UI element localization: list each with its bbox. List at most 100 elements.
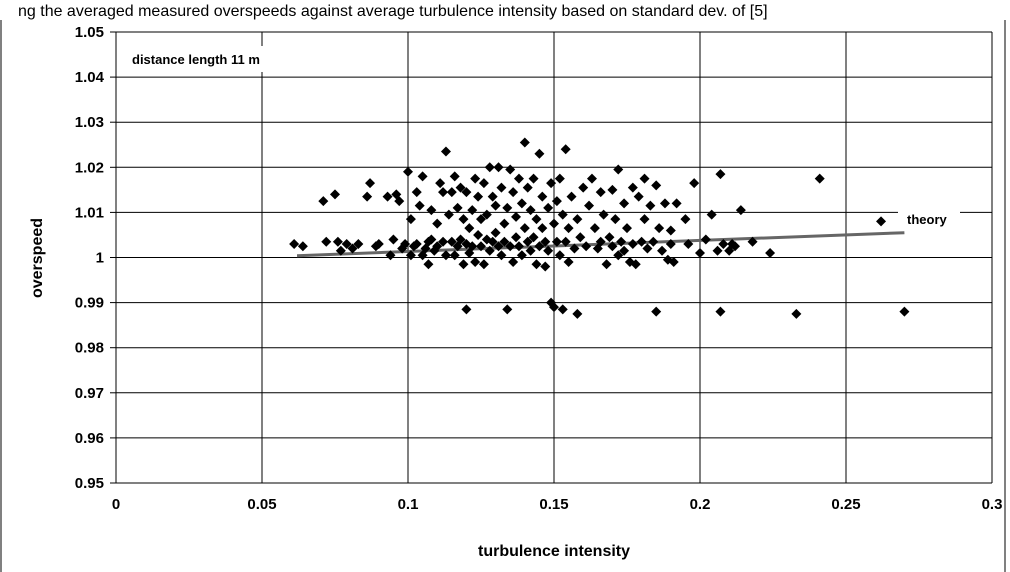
data-point: [470, 257, 481, 268]
data-point: [689, 178, 700, 189]
data-point: [557, 304, 568, 315]
data-point: [487, 191, 498, 202]
x-tick-label: 0.25: [831, 496, 860, 513]
data-point: [531, 259, 542, 270]
data-point: [499, 236, 510, 247]
data-point: [581, 241, 592, 252]
data-point: [502, 202, 513, 213]
data-point: [502, 304, 513, 315]
data-point: [551, 236, 562, 247]
data-point: [481, 209, 492, 220]
data-point: [584, 200, 595, 211]
data-point: [426, 205, 437, 216]
data-point: [438, 236, 449, 247]
data-point: [525, 205, 536, 216]
data-point: [382, 191, 393, 202]
data-point: [297, 241, 308, 252]
data-point: [470, 173, 481, 184]
data-point: [435, 178, 446, 189]
data-point: [318, 196, 329, 207]
data-point: [405, 214, 416, 225]
data-point: [543, 202, 554, 213]
data-point: [668, 257, 679, 268]
data-point: [671, 198, 682, 209]
data-point: [496, 250, 507, 261]
data-point: [540, 236, 551, 247]
data-point: [665, 225, 676, 236]
inset-label-box: [122, 46, 310, 72]
data-point: [473, 229, 484, 240]
data-point: [537, 223, 548, 234]
data-point: [452, 202, 463, 213]
data-point: [458, 214, 469, 225]
data-point: [639, 214, 650, 225]
data-point: [765, 247, 776, 258]
data-point: [589, 223, 600, 234]
x-tick-label: 0.05: [247, 496, 276, 513]
data-point: [651, 306, 662, 317]
data-point: [715, 169, 726, 180]
y-axis-title: overspeed: [29, 218, 46, 298]
data-point: [499, 218, 510, 229]
y-tick-label: 0.99: [75, 295, 104, 312]
y-tick-label: 1.03: [75, 114, 104, 131]
data-point: [508, 187, 519, 198]
data-point: [449, 250, 460, 261]
data-point: [730, 241, 741, 252]
y-tick-labels: 0.95 0.96 0.97 0.98 0.99 1 1.01 1.02 1.03 1.04 1.0…: [75, 24, 105, 492]
data-point: [528, 232, 539, 243]
theory-label: theory: [907, 212, 948, 227]
data-point: [627, 182, 638, 193]
data-point: [341, 238, 352, 249]
data-point: [417, 171, 428, 182]
data-point: [516, 250, 527, 261]
data-point: [607, 184, 618, 195]
data-point: [551, 196, 562, 207]
data-point: [540, 261, 551, 272]
data-point: [700, 234, 711, 245]
data-point: [440, 146, 451, 157]
data-point: [455, 182, 466, 193]
data-point: [505, 164, 516, 175]
data-point: [665, 238, 676, 249]
data-point: [546, 178, 557, 189]
y-tick-label: 0.98: [75, 340, 104, 357]
data-point: [458, 259, 469, 270]
data-point: [353, 238, 364, 249]
data-point: [335, 245, 346, 256]
data-point: [513, 173, 524, 184]
data-point: [531, 214, 542, 225]
data-point: [478, 178, 489, 189]
y-tick-label: 0.97: [75, 385, 104, 402]
data-point: [534, 241, 545, 252]
data-point: [627, 238, 638, 249]
data-point: [332, 236, 343, 247]
data-point: [549, 218, 559, 229]
data-point: [554, 173, 565, 184]
data-point: [636, 236, 647, 247]
data-point: [528, 173, 539, 184]
data-point: [365, 178, 376, 189]
data-point: [642, 243, 653, 254]
data-point: [680, 214, 691, 225]
data-point: [513, 241, 524, 252]
data-point: [394, 196, 405, 207]
data-points: [289, 137, 910, 319]
data-point: [484, 162, 495, 173]
y-tick-label: 1: [96, 250, 104, 267]
data-point: [478, 259, 489, 270]
data-point: [645, 200, 656, 211]
grid-lines: [110, 31, 993, 484]
data-point: [426, 234, 437, 245]
data-point: [578, 182, 589, 193]
x-tick-labels: 0 0.05 0.1 0.15 0.2 0.25 0.3: [112, 496, 1003, 513]
theory-label-box: [898, 208, 960, 230]
data-point: [385, 250, 396, 261]
x-tick-label: 0.15: [539, 496, 568, 513]
data-point: [347, 243, 358, 254]
data-point: [648, 236, 659, 247]
data-point: [814, 173, 825, 184]
data-point: [563, 223, 574, 234]
data-point: [432, 241, 443, 252]
